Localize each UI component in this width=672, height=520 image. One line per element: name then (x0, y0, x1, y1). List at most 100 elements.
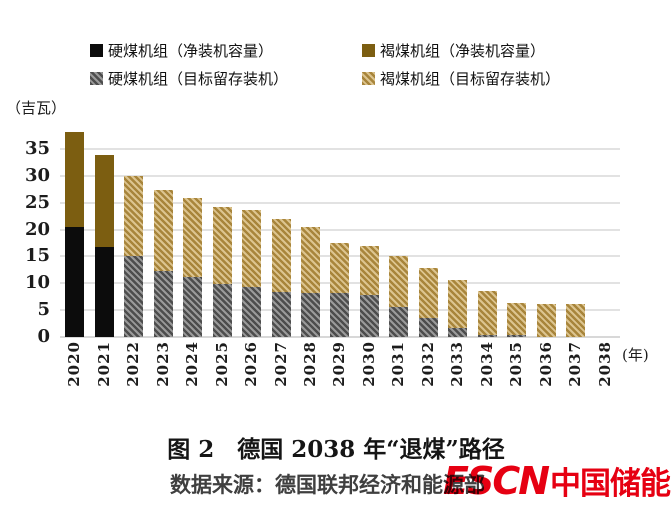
gridline (60, 336, 620, 338)
bar-segment-hard_target (389, 306, 409, 337)
source-text: 数据来源：德国联邦经济和能源部 (170, 473, 485, 497)
x-tick-slot: 2028 (296, 341, 325, 387)
bar-segment-lignite_target (242, 209, 262, 288)
bar-2025 (212, 206, 232, 337)
bar-segment-hard_target (448, 328, 468, 337)
legend: 硬煤机组（净装机容量） 褐煤机组（净装机容量） 硬煤机组（目标留存装机） 褐煤机组（目… (90, 40, 560, 89)
bar-group-2029 (325, 122, 354, 337)
y-tick-label: 35 (24, 137, 50, 159)
x-axis-labels: 2020 2021 2022 2023 2024 2025 2026 2027 2028 2029… (60, 341, 620, 387)
y-tick-label: 5 (37, 299, 50, 321)
legend-marker-hard_net (90, 44, 103, 57)
bar-segment-lignite_target (477, 291, 497, 335)
x-tick-label: 2029 (330, 341, 349, 387)
bar-group-2031 (384, 122, 413, 337)
bar-2032 (418, 268, 438, 337)
bar-2026 (242, 209, 262, 337)
x-tick-slot: 2020 (60, 341, 89, 387)
legend-marker-lignite_net (362, 44, 375, 57)
bar-segment-hard_target (183, 276, 203, 337)
bar-segment-hard_target (477, 334, 497, 337)
bar-group-2021 (89, 122, 118, 337)
x-tick-label: 2027 (271, 341, 290, 387)
bar-segment-lignite_target (183, 198, 203, 277)
x-tick-label: 2032 (418, 341, 437, 387)
x-tick-slot: 2023 (148, 341, 177, 387)
legend-item: 褐煤机组（净装机容量） (362, 40, 560, 61)
x-tick-slot: 2032 (414, 341, 443, 387)
y-tick-label: 20 (24, 218, 50, 240)
x-tick-label: 2024 (183, 341, 202, 387)
x-tick-slot: 2027 (266, 341, 295, 387)
y-tick-label: 0 (37, 326, 50, 347)
y-unit-label: （吉瓦） (6, 99, 67, 117)
bar-segment-lignite_target (300, 227, 320, 294)
bar-segment-lignite_target (389, 256, 409, 307)
bar-segment-hard_target (212, 284, 232, 337)
bar-segment-hard_target (124, 256, 144, 337)
bar-group-2030 (355, 122, 384, 337)
bar-2020 (65, 131, 85, 337)
bar-segment-hard_target (418, 317, 438, 337)
x-tick-label: 2021 (94, 341, 113, 387)
bar-2037 (566, 304, 586, 337)
bar-2021 (94, 155, 114, 337)
x-tick-slot: 2021 (89, 341, 118, 387)
bar-group-2028 (296, 122, 325, 337)
bar-group-2027 (266, 122, 295, 337)
bar-segment-lignite_target (536, 304, 556, 337)
x-tick-slot: 2033 (443, 341, 472, 387)
y-tick-label: 25 (24, 191, 50, 213)
bar-segment-lignite_target (448, 279, 468, 329)
figure-title: 图 2 德国 2038 年“退煤”路径 (167, 436, 505, 463)
year-unit-label: (年) (622, 346, 649, 364)
bar-group-2032 (414, 122, 443, 337)
plot-area (60, 122, 620, 338)
bar-segment-lignite_target (212, 206, 232, 285)
bar-group-2022 (119, 122, 148, 337)
legend-label: 硬煤机组（目标留存装机） (108, 70, 289, 88)
bar-segment-hard_net (94, 247, 114, 337)
x-tick-slot: 2026 (237, 341, 266, 387)
y-tick-label: 15 (24, 245, 50, 267)
x-tick-slot: 2031 (384, 341, 413, 387)
legend-label: 硬煤机组（净装机容量） (108, 42, 274, 60)
bar-segment-lignite_target (153, 189, 173, 272)
bar-segment-hard_target (507, 335, 527, 337)
x-tick-slot: 2022 (119, 341, 148, 387)
x-tick-label: 2036 (536, 341, 555, 387)
y-tick-label: 10 (24, 272, 50, 294)
gridline (60, 147, 620, 150)
bar-segment-lignite_target (359, 245, 379, 295)
legend-label: 褐煤机组（目标留存装机） (380, 70, 561, 88)
bar-segment-lignite_target (418, 268, 438, 318)
x-tick-label: 2023 (153, 341, 172, 387)
bar-segment-hard_target (330, 292, 350, 337)
x-tick-label: 2030 (359, 341, 378, 387)
bar-2022 (124, 175, 144, 337)
x-tick-slot: 2035 (502, 341, 531, 387)
bar-segment-lignite_target (271, 218, 291, 292)
legend-item: 褐煤机组（目标留存装机） (362, 68, 560, 89)
bar-group-2025 (207, 122, 236, 337)
bar-2036 (536, 304, 556, 337)
bar-segment-hard_target (242, 287, 262, 337)
x-tick-slot: 2029 (325, 341, 354, 387)
x-tick-slot: 2036 (532, 341, 561, 387)
logo-text-zh: 中国储能网 (550, 466, 672, 502)
x-tick-label: 2035 (507, 341, 526, 387)
bar-2027 (271, 218, 291, 337)
legend-marker-hard_target (90, 72, 103, 85)
gridline (60, 228, 620, 231)
bar-group-2034 (473, 122, 502, 337)
legend-marker-lignite_target (362, 72, 375, 85)
bar-group-2026 (237, 122, 266, 337)
bar-2028 (300, 227, 320, 337)
escn-logo: ESCN 中国储能网 (443, 462, 672, 500)
bar-2033 (448, 279, 468, 337)
x-tick-label: 2026 (242, 341, 261, 387)
bar-segment-lignite_net (94, 155, 114, 248)
x-tick-label: 2034 (477, 341, 496, 387)
bar-segment-hard_target (271, 291, 291, 337)
